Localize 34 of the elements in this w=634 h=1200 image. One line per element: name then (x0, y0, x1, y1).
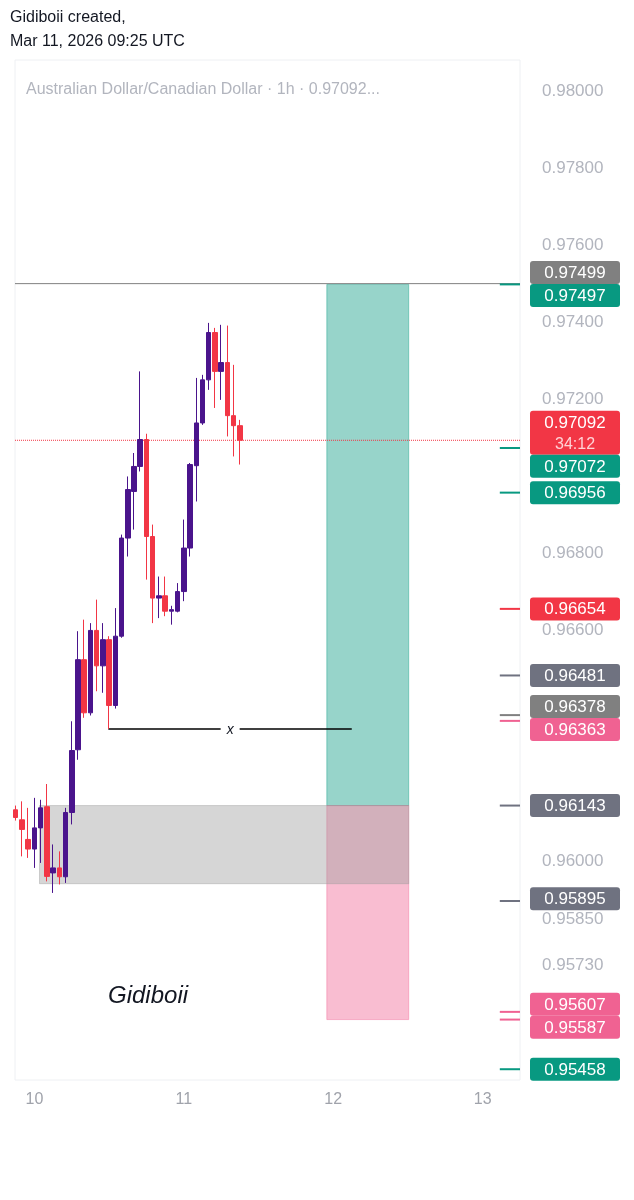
y-tick-label: 0.98000 (542, 81, 604, 101)
y-tick-label: 0.95850 (542, 908, 604, 928)
x-tick-label: 11 (175, 1089, 193, 1107)
ref-line-label: 0.97092 (544, 412, 606, 432)
ref-line-label: 0.97072 (544, 456, 606, 476)
ref-line-label: 0.96363 (544, 720, 606, 739)
annotation: Gidiboii (108, 980, 189, 1008)
annotation: x (225, 720, 235, 737)
ref-line-label: 0.95895 (544, 889, 606, 909)
ref-line-label: 0.97499 (544, 263, 606, 283)
y-tick-label: 0.97800 (542, 158, 604, 178)
y-tick-label: 0.96800 (542, 543, 604, 563)
text: Mar 11, 2026 09:25 UTC (10, 31, 185, 49)
x-tick-label: 13 (473, 1089, 492, 1107)
y-tick-label: 0.97400 (542, 312, 604, 332)
ref-line-label: 0.96143 (544, 796, 606, 816)
y-tick-label: 0.96600 (542, 620, 604, 640)
x-tick-label: 12 (324, 1089, 343, 1107)
ref-line-label: 0.96378 (544, 697, 606, 716)
y-tick-label: 0.95730 (542, 955, 604, 975)
text: Australian Dollar/Canadian Dollar · 1h · 0.97092... (26, 79, 380, 97)
ref-line-label: 0.96956 (544, 483, 606, 503)
y-tick-label: 0.97600 (542, 235, 604, 255)
ref-line-label: 0.95587 (544, 1017, 606, 1037)
ref-line-label: 0.95458 (544, 1059, 606, 1079)
text: Gidiboii created, (10, 7, 126, 25)
ref-line-label: 0.97497 (544, 286, 606, 306)
ref-line-label: 0.96654 (544, 599, 606, 619)
ref-line-label: 0.96481 (544, 665, 606, 685)
ref-line-label: 0.95607 (544, 994, 606, 1014)
y-tick-label: 0.96000 (542, 851, 604, 871)
y-tick-label: 0.97200 (542, 389, 604, 409)
x-tick-label: 10 (25, 1089, 44, 1107)
text: 34:12 (554, 435, 596, 453)
